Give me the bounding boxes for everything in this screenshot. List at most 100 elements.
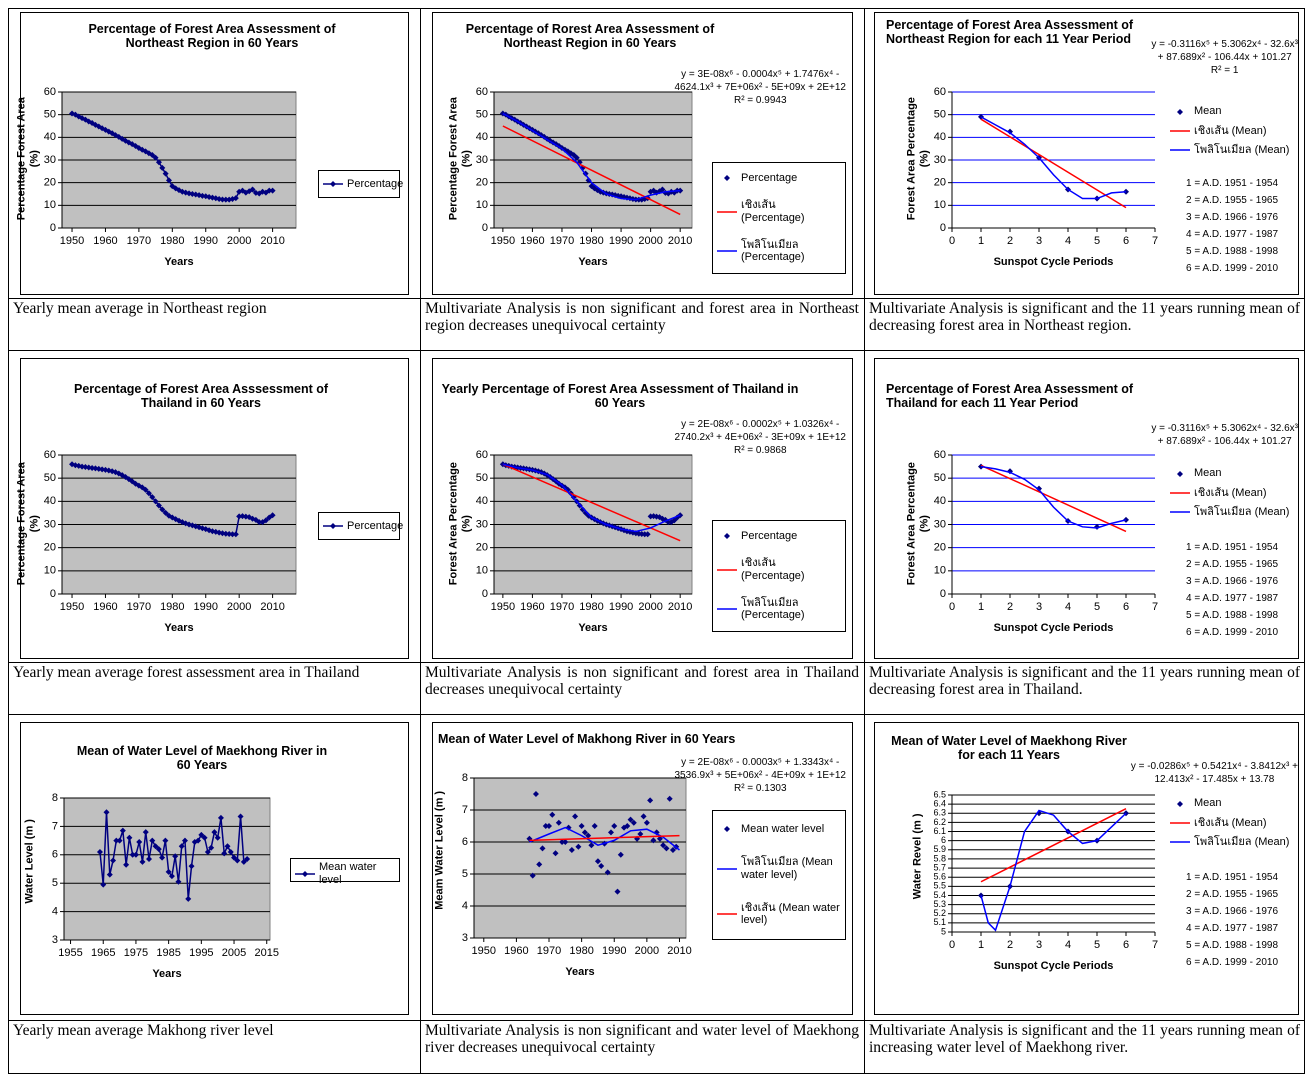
x-tick-label: 1950 bbox=[472, 945, 496, 957]
x-tick-label: 1980 bbox=[579, 235, 603, 247]
equation-line: 12.413x² - 17.485x + 13.78 bbox=[1154, 774, 1275, 785]
chart-title: Percentage of Forest Area Assessment of … bbox=[886, 382, 1134, 411]
legend-marker bbox=[724, 826, 730, 833]
data-point bbox=[666, 795, 673, 802]
legend-swatch bbox=[724, 826, 730, 833]
series-line bbox=[980, 118, 1127, 209]
period-note: 5 = A.D. 1988 - 1998 bbox=[1185, 246, 1279, 257]
period-note: 1 = A.D. 1951 - 1954 bbox=[1185, 872, 1279, 883]
x-tick-label: 1970 bbox=[550, 601, 574, 613]
series-line bbox=[980, 808, 1127, 883]
x-tick-label: 1980 bbox=[160, 235, 184, 247]
y-tick-label: 6 bbox=[52, 849, 58, 861]
y-tick-label: 40 bbox=[934, 495, 946, 507]
data-point bbox=[579, 506, 586, 513]
x-tick-label: 6 bbox=[1123, 601, 1129, 613]
legend-label: Mean bbox=[1194, 797, 1222, 810]
data-point bbox=[660, 842, 667, 849]
y-tick-label: 60 bbox=[44, 449, 56, 461]
x-tick-label: 2000 bbox=[635, 945, 659, 957]
period-note: 3 = A.D. 1966 - 1976 bbox=[1185, 906, 1279, 917]
period-note: 6 = A.D. 1999 - 2010 bbox=[1185, 263, 1279, 274]
data-point bbox=[139, 858, 146, 865]
y-tick-label: 10 bbox=[44, 565, 56, 577]
y-tick-label: 10 bbox=[44, 199, 56, 211]
x-tick-label: 1965 bbox=[91, 947, 115, 959]
period-note: 6 = A.D. 1999 - 2010 bbox=[1185, 957, 1279, 968]
x-tick-label: 1960 bbox=[520, 235, 544, 247]
caption: Yearly mean average forest assessment ar… bbox=[13, 664, 360, 681]
plot-area bbox=[63, 797, 271, 941]
x-tick-label: 4 bbox=[1065, 601, 1071, 613]
y-tick-label: 60 bbox=[476, 86, 488, 98]
data-point bbox=[162, 170, 169, 177]
x-tick-label: 1990 bbox=[194, 235, 218, 247]
period-note: 2 = A.D. 1955 - 1965 bbox=[1185, 195, 1279, 206]
equation: y = -0.3116x⁵ + 5.3062x⁴ - 32.6x³ + 87.68… bbox=[1151, 38, 1298, 77]
chart-title: Mean of Water Level of Maekhong River fo… bbox=[891, 734, 1127, 763]
x-tick-label: 1990 bbox=[602, 945, 626, 957]
y-tick-label: 6.5 bbox=[933, 789, 946, 799]
legend-marker bbox=[1177, 800, 1183, 807]
period-note: 4 = A.D. 1977 - 1987 bbox=[1185, 923, 1279, 934]
y-tick-label: 60 bbox=[934, 86, 946, 98]
legend-label: Percentage bbox=[347, 519, 404, 532]
legend-entry: เชิงเส้น (Mean) bbox=[1169, 817, 1293, 830]
y-tick-label: 10 bbox=[476, 199, 488, 211]
data-point bbox=[119, 827, 126, 834]
data-point bbox=[221, 850, 228, 857]
x-tick-label: 1970 bbox=[550, 235, 574, 247]
data-point bbox=[669, 847, 676, 853]
caption: Multivariate Analysis is significant and… bbox=[869, 300, 1300, 335]
equation: y = 2E-08x⁶ - 0.0003x⁵ + 1.3343x⁴ - 3536.… bbox=[674, 756, 846, 795]
data-point bbox=[149, 152, 156, 159]
data-point bbox=[159, 506, 166, 513]
data-point bbox=[536, 861, 543, 868]
data-point bbox=[100, 881, 107, 888]
x-axis-label: Sunspot Cycle Periods bbox=[993, 256, 1114, 268]
x-tick-label: 2010 bbox=[668, 235, 692, 247]
legend-marker bbox=[330, 522, 336, 529]
x-axis-label: Sunspot Cycle Periods bbox=[993, 622, 1114, 634]
legend-entry: เชิงเส้น (Mean) bbox=[1169, 125, 1293, 138]
period-note: 2 = A.D. 1955 - 1965 bbox=[1185, 559, 1279, 570]
equation-line: 2740.2x³ + 4E+06x² - 3E+09x + 1E+12 bbox=[674, 432, 846, 443]
data-point bbox=[539, 845, 546, 852]
y-tick-label: 60 bbox=[934, 449, 946, 461]
x-tick-label: 7 bbox=[1152, 939, 1158, 951]
legend-entry: Percentage bbox=[716, 530, 842, 543]
data-point bbox=[591, 823, 598, 829]
y-tick-label: 30 bbox=[44, 518, 56, 530]
chart-title: Mean of Water Level of Maekhong River in… bbox=[76, 744, 328, 773]
y-tick-label: 50 bbox=[476, 109, 488, 121]
legend-entry: เชิงเส้น (Percentage) bbox=[716, 557, 842, 582]
data-point bbox=[1036, 485, 1042, 492]
legend-swatch bbox=[717, 568, 737, 571]
y-axis-label: Percentage Forest Area (%) bbox=[15, 461, 40, 585]
x-tick-label: 2000 bbox=[227, 601, 251, 613]
data-point bbox=[232, 531, 239, 538]
data-point bbox=[555, 819, 562, 826]
x-axis-label: Years bbox=[164, 256, 194, 268]
data-point bbox=[226, 530, 233, 537]
y-tick-label: 3 bbox=[52, 934, 58, 946]
x-tick-label: 1995 bbox=[189, 947, 213, 959]
x-tick-label: 1955 bbox=[58, 947, 82, 959]
legend-label: เชิงเส้น (Mean) bbox=[1194, 124, 1267, 137]
data-point bbox=[598, 863, 605, 869]
x-tick-label: 1960 bbox=[504, 945, 528, 957]
data-point bbox=[155, 846, 162, 853]
legend-entry: Percentage bbox=[322, 520, 403, 533]
x-axis-label: Years bbox=[578, 256, 608, 268]
data-point bbox=[149, 494, 156, 501]
y-tick-label: 4 bbox=[52, 906, 58, 918]
equation-line: + 87.689x² - 106.44x + 101.27 bbox=[1157, 52, 1292, 63]
equation-line: R² = 0.1303 bbox=[733, 783, 787, 794]
data-point bbox=[637, 831, 644, 837]
legend: Mean water level bbox=[290, 858, 400, 886]
data-point bbox=[155, 502, 162, 509]
y-tick-label: 0 bbox=[50, 222, 56, 234]
x-tick-label: 2 bbox=[1007, 939, 1013, 951]
legend: Percentage เชิงเส้น (Percentage) โพลิโนเมี… bbox=[712, 162, 846, 274]
chart-title: Percentage of Forest Area Assessment of … bbox=[886, 18, 1134, 47]
